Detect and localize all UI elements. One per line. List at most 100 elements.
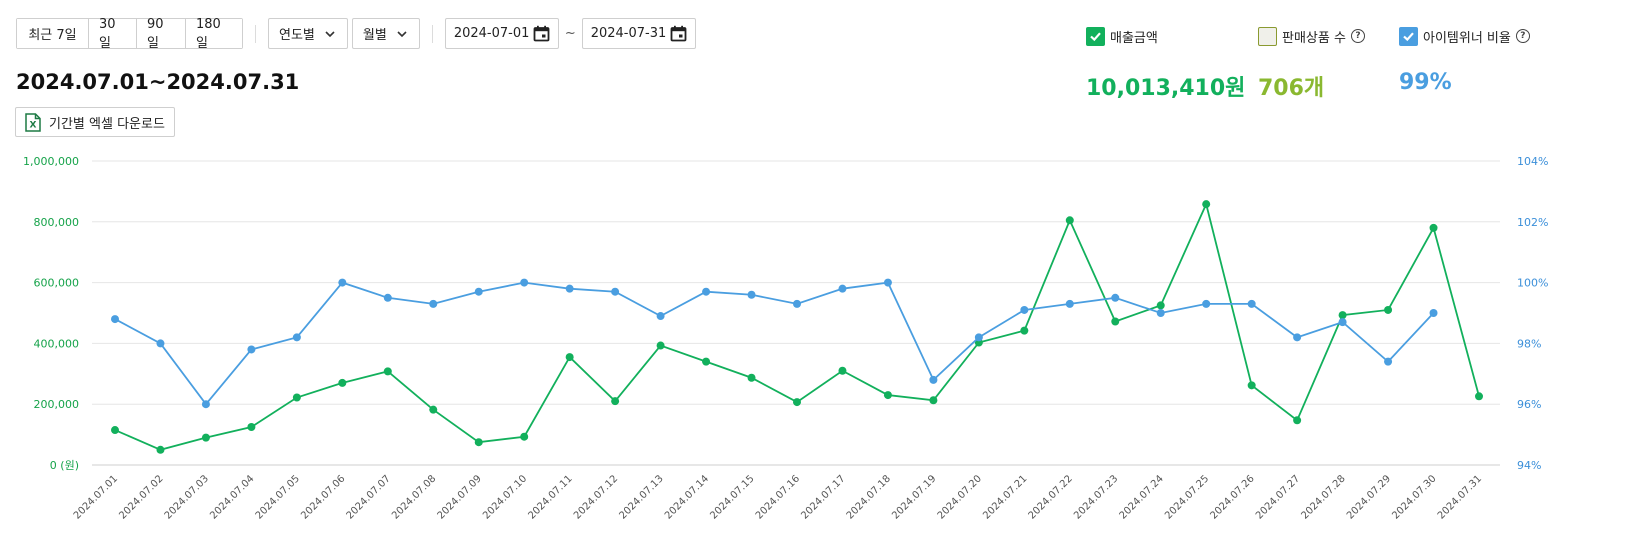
sales-data-point: [838, 366, 847, 375]
sales-data-point: [1429, 223, 1438, 232]
x-tick-label: 2024.07.03: [163, 473, 211, 521]
sales-checkbox[interactable]: [1086, 26, 1105, 46]
sales-data-point: [247, 423, 256, 431]
excel-download-button[interactable]: X 기간별 엑셀 다운로드: [15, 107, 175, 137]
x-tick-label: 2024.07.30: [1390, 473, 1438, 521]
item-winner-data-point: [1111, 293, 1120, 302]
item-winner-data-point: [474, 287, 483, 296]
x-tick-label: 2024.07.13: [617, 473, 665, 521]
x-tick-label: 2024.07.02: [117, 473, 165, 521]
item-winner-data-point: [111, 315, 119, 324]
item-winner-data-point: [1202, 299, 1211, 308]
sales-data-point: [1338, 311, 1347, 320]
sales-data-point: [1111, 317, 1120, 326]
period-7days-button[interactable]: 최근 7일: [17, 19, 89, 48]
x-tick-label: 2024.07.31: [1436, 473, 1484, 521]
sales-data-point: [565, 353, 574, 362]
item-winner-data-point: [1429, 309, 1438, 317]
item-winner-data-point: [929, 375, 938, 384]
y-tick-label-left: 200,000: [34, 398, 80, 411]
products-sold-checkbox[interactable]: [1258, 26, 1277, 46]
y-tick-label-right: 98%: [1517, 337, 1541, 350]
x-tick-label: 2024.07.16: [754, 473, 802, 521]
x-tick-label: 2024.07.22: [1027, 473, 1075, 521]
x-tick-label: 2024.07.27: [1254, 473, 1302, 521]
date-to-input[interactable]: 2024-07-31: [581, 18, 696, 49]
metric-label: 판매상품 수: [1282, 30, 1346, 46]
calendar-icon[interactable]: [670, 25, 687, 42]
help-icon[interactable]: ?: [1350, 29, 1365, 43]
metric-item-winner-ratio: 아이템위너 비율 ? 99%: [1399, 26, 1530, 95]
sales-data-point: [429, 405, 438, 414]
y-tick-label-right: 94%: [1517, 459, 1541, 472]
sales-data-point: [338, 378, 347, 387]
metric-value: 99%: [1399, 70, 1452, 95]
year-select[interactable]: 연도별: [268, 18, 348, 49]
help-icon[interactable]: ?: [1515, 29, 1530, 43]
item-winner-checkbox[interactable]: [1399, 26, 1418, 46]
sales-data-point: [747, 373, 756, 382]
sales-data-point: [1384, 305, 1393, 314]
x-tick-label: 2024.07.17: [799, 473, 847, 521]
x-tick-label: 2024.07.23: [1072, 473, 1120, 521]
sales-data-point: [474, 438, 483, 447]
item-winner-data-point: [520, 278, 529, 287]
item-winner-data-point: [1338, 318, 1347, 327]
y-tick-label-right: 96%: [1517, 398, 1541, 411]
item-winner-data-point: [338, 278, 347, 287]
y-tick-label-left: 0 (원): [50, 459, 79, 472]
item-winner-data-point: [429, 299, 438, 308]
period-90days-button[interactable]: 90일: [137, 17, 186, 51]
x-tick-label: 2024.07.24: [1118, 473, 1166, 521]
sales-data-point: [111, 426, 119, 435]
calendar-icon[interactable]: [533, 25, 550, 42]
x-tick-label: 2024.07.06: [299, 473, 347, 521]
x-tick-label: 2024.07.18: [845, 473, 893, 521]
metric-label: 아이템위너 비율: [1423, 30, 1511, 46]
x-tick-label: 2024.07.10: [481, 473, 529, 521]
period-30days-button[interactable]: 30일: [89, 17, 137, 51]
divider: [255, 24, 256, 43]
date-to-value: 2024-07-31: [590, 26, 667, 41]
y-tick-label-right: 104%: [1517, 155, 1548, 168]
y-tick-label-right: 100%: [1517, 277, 1548, 290]
x-tick-label: 2024.07.05: [254, 473, 302, 521]
year-select-label: 연도별: [279, 28, 315, 43]
sales-data-point: [929, 396, 938, 405]
x-tick-label: 2024.07.21: [981, 473, 1029, 521]
item-winner-data-point: [156, 339, 165, 348]
item-winner-data-point: [383, 293, 392, 302]
sales-data-point: [702, 357, 711, 366]
x-tick-label: 2024.07.19: [890, 473, 938, 521]
divider: [431, 24, 433, 43]
item-winner-data-point: [611, 287, 620, 296]
item-winner-series-line: [114, 281, 1435, 406]
chevron-down-icon: [325, 30, 335, 37]
excel-download-label: 기간별 엑셀 다운로드: [49, 116, 165, 132]
item-winner-data-point: [247, 345, 256, 354]
period-180days-button[interactable]: 180일: [186, 17, 242, 51]
sales-data-point: [201, 433, 210, 442]
item-winner-data-point: [1020, 305, 1029, 314]
x-tick-label: 2024.07.14: [663, 473, 711, 521]
metric-sales: 매출금액 10,013,410원: [1086, 26, 1245, 101]
date-separator: ~: [564, 26, 576, 41]
x-tick-label: 2024.07.29: [1345, 473, 1393, 521]
sales-data-point: [1247, 381, 1256, 390]
item-winner-data-point: [974, 333, 983, 342]
metric-products-sold: 판매상품 수 ? 706개: [1258, 26, 1365, 101]
x-tick-label: 2024.07.25: [1163, 473, 1211, 521]
month-select[interactable]: 월별: [351, 18, 420, 49]
date-from-value: 2024-07-01: [453, 26, 530, 41]
sales-data-point: [793, 398, 801, 407]
checkmark-icon: [1090, 31, 1101, 41]
item-winner-data-point: [702, 287, 711, 296]
chevron-down-icon: [397, 30, 407, 37]
item-winner-data-point: [201, 400, 210, 409]
x-tick-label: 2024.07.09: [436, 473, 484, 521]
date-from-input[interactable]: 2024-07-01: [444, 18, 559, 49]
y-tick-label-left: 400,000: [34, 337, 80, 350]
item-winner-data-point: [793, 299, 801, 308]
sales-data-point: [656, 341, 665, 350]
x-tick-label: 2024.07.12: [572, 473, 620, 521]
